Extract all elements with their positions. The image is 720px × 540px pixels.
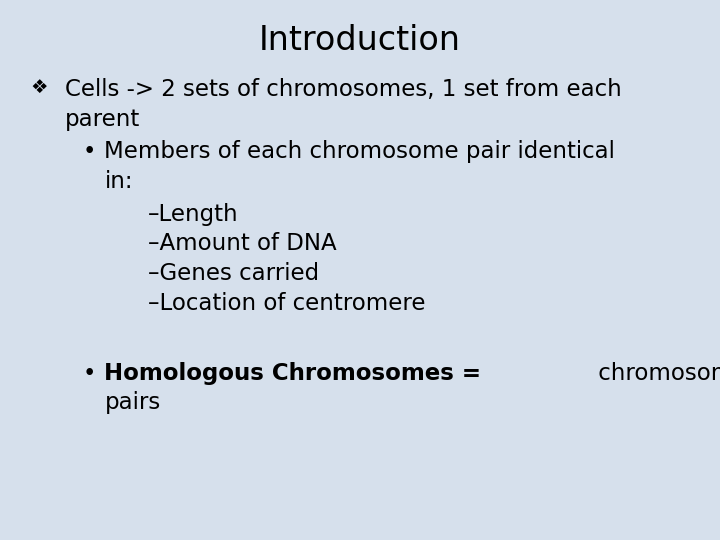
Text: Homologous Chromosomes =: Homologous Chromosomes = [104, 362, 482, 385]
Text: parent: parent [65, 108, 140, 131]
Text: in:: in: [104, 170, 133, 193]
Text: •: • [83, 362, 96, 385]
Text: chromosome: chromosome [591, 362, 720, 385]
Text: –Location of centromere: –Location of centromere [148, 292, 425, 315]
Text: •: • [83, 140, 96, 164]
Text: Members of each chromosome pair identical: Members of each chromosome pair identica… [104, 140, 616, 164]
Text: Introduction: Introduction [259, 24, 461, 57]
Text: pairs: pairs [104, 392, 161, 415]
Text: Cells -> 2 sets of chromosomes, 1 set from each: Cells -> 2 sets of chromosomes, 1 set fr… [65, 78, 621, 102]
Text: –Length: –Length [148, 202, 238, 226]
Text: –Amount of DNA: –Amount of DNA [148, 232, 336, 255]
Text: –Genes carried: –Genes carried [148, 262, 319, 285]
Text: ❖: ❖ [30, 78, 48, 97]
